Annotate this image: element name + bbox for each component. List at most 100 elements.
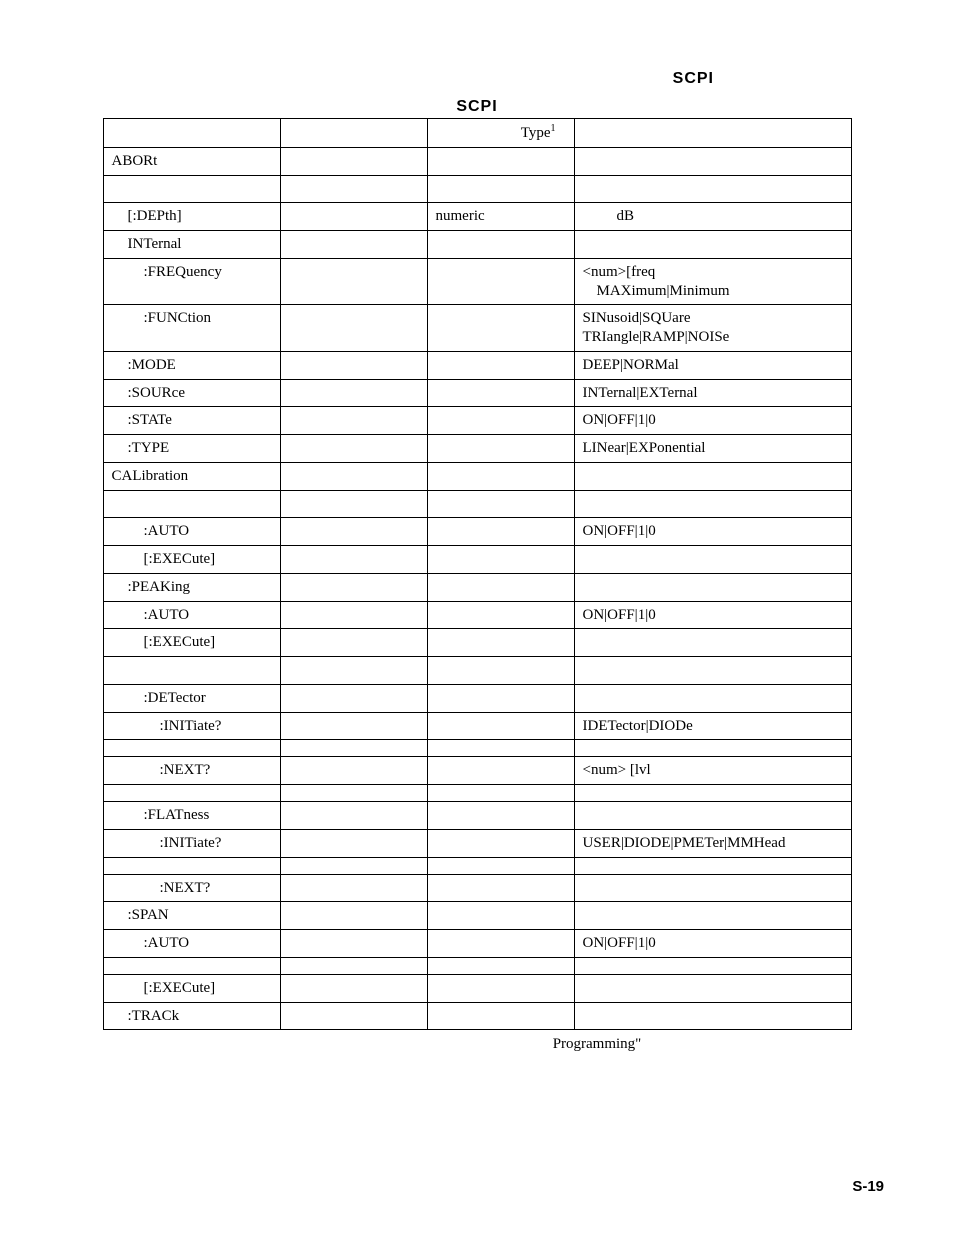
cell-values (574, 462, 851, 490)
command-text: :STATe (112, 411, 272, 430)
table-row: :STATe ON|OFF|1|0 (103, 407, 851, 435)
cell-mid (280, 1002, 427, 1030)
cell-mid (280, 147, 427, 175)
cell-mid (280, 802, 427, 830)
scpi-command-table: Type1 ABORt [:DEPth]numericdBINTernal:FR… (103, 118, 852, 1030)
table-row: CALibration (103, 462, 851, 490)
cell-command: :AUTO (103, 518, 280, 546)
cell-type (427, 785, 574, 802)
command-text: :AUTO (112, 522, 272, 541)
table-row: :INITiate?USER|DIODE|PMETer|MMHead (103, 829, 851, 857)
cell-type (427, 435, 574, 463)
cell-values (574, 1002, 851, 1030)
cell-command (103, 657, 280, 685)
cell-command (103, 490, 280, 518)
table-row: :NEXT?<num> [lvl (103, 757, 851, 785)
cell-mid (280, 629, 427, 657)
cell-mid (280, 740, 427, 757)
cell-values (574, 902, 851, 930)
cell-values (574, 740, 851, 757)
cell-mid (280, 874, 427, 902)
cell-command: [:EXECute] (103, 974, 280, 1002)
table-row (103, 740, 851, 757)
cell-mid (280, 231, 427, 259)
cell-values (574, 629, 851, 657)
table-header-row: Type1 (103, 119, 851, 148)
cell-command: :FUNCtion (103, 305, 280, 352)
table-row: :AUTOON|OFF|1|0 (103, 930, 851, 958)
table-row: [:EXECute] (103, 629, 851, 657)
command-text: :TRACk (112, 1007, 272, 1026)
command-text: :DETector (112, 689, 272, 708)
table-title: SCPI (70, 98, 884, 116)
command-text: :FUNCtion (112, 309, 272, 328)
table-row: :DETector (103, 684, 851, 712)
cell-mid (280, 435, 427, 463)
col-header-type: Type1 (427, 119, 574, 148)
cell-mid (280, 407, 427, 435)
cell-command: :INITiate? (103, 829, 280, 857)
command-text: [:EXECute] (112, 979, 272, 998)
cell-values (574, 147, 851, 175)
cell-type (427, 657, 574, 685)
cell-command: :TRACk (103, 1002, 280, 1030)
cell-values: DEEP|NORMal (574, 351, 851, 379)
table-row: INTernal (103, 231, 851, 259)
command-text: :MODE (112, 356, 272, 375)
cell-command: :FLATness (103, 802, 280, 830)
cell-values (574, 490, 851, 518)
table-row (103, 175, 851, 203)
cell-values: <num>[freqMAXimum|Minimum (574, 258, 851, 305)
cell-mid (280, 857, 427, 874)
cell-command (103, 175, 280, 203)
cell-command: :FREQuency (103, 258, 280, 305)
cell-command: [:DEPth] (103, 203, 280, 231)
command-text: :TYPE (112, 439, 272, 458)
command-text: :SPAN (112, 906, 272, 925)
cell-mid (280, 379, 427, 407)
cell-command: :NEXT? (103, 757, 280, 785)
cell-command: :STATe (103, 407, 280, 435)
cell-mid (280, 518, 427, 546)
col-header-cmd (103, 119, 280, 148)
table-body: ABORt [:DEPth]numericdBINTernal:FREQuenc… (103, 147, 851, 1030)
table-row: :MODE DEEP|NORMal (103, 351, 851, 379)
col-header-values (574, 119, 851, 148)
command-text: [:EXECute] (112, 633, 272, 652)
cell-values: IDETector|DIODe (574, 712, 851, 740)
command-text: :INITiate? (112, 834, 272, 853)
cell-type (427, 305, 574, 352)
cell-command: :NEXT? (103, 874, 280, 902)
cell-type (427, 462, 574, 490)
cell-type (427, 546, 574, 574)
table-row: :SOURceINTernal|EXTernal (103, 379, 851, 407)
command-text: [:DEPth] (112, 207, 272, 226)
cell-mid (280, 462, 427, 490)
cell-type: numeric (427, 203, 574, 231)
command-text: [:EXECute] (112, 550, 272, 569)
cell-mid (280, 712, 427, 740)
cell-values (574, 785, 851, 802)
cell-command: :SOURce (103, 379, 280, 407)
cell-mid (280, 490, 427, 518)
cell-command: ABORt (103, 147, 280, 175)
cell-values: ON|OFF|1|0 (574, 407, 851, 435)
cell-type (427, 147, 574, 175)
cell-values: SINusoid|SQUareTRIangle|RAMP|NOISe (574, 305, 851, 352)
table-row: :PEAKing (103, 573, 851, 601)
cell-type (427, 518, 574, 546)
command-text: ABORt (112, 153, 158, 169)
page: SCPI SCPI Type1 ABORt [:DEPth]numericdBI… (0, 0, 954, 1245)
command-text: :FLATness (112, 806, 272, 825)
cell-values: ON|OFF|1|0 (574, 518, 851, 546)
table-row: :FUNCtion SINusoid|SQUareTRIangle|RAMP|NO… (103, 305, 851, 352)
footer-caption: Programming" (70, 1036, 884, 1053)
cell-mid (280, 930, 427, 958)
cell-mid (280, 203, 427, 231)
cell-type (427, 930, 574, 958)
cell-command (103, 740, 280, 757)
cell-command: :PEAKing (103, 573, 280, 601)
cell-type (427, 407, 574, 435)
cell-mid (280, 785, 427, 802)
table-row: [:EXECute] (103, 974, 851, 1002)
